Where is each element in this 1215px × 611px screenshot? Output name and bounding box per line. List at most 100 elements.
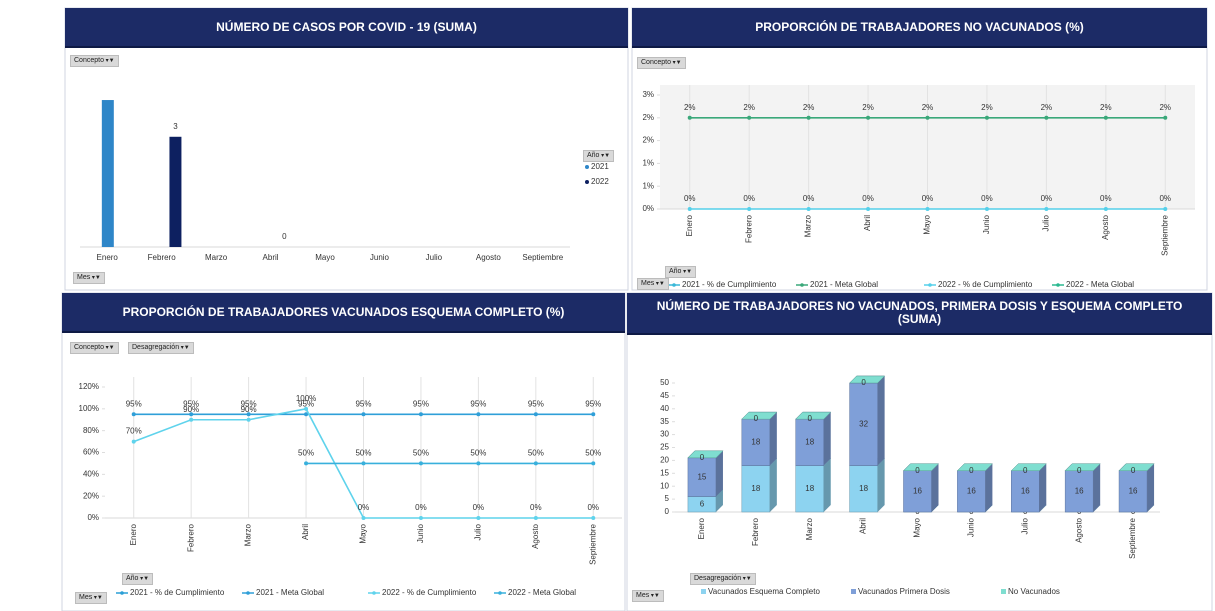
y-tick-label: 40: [660, 404, 669, 413]
data-label: 0%: [587, 503, 599, 512]
data-label: 18: [859, 484, 868, 493]
x-tick-label: Mayo: [315, 253, 335, 262]
y-tick-label: 3%: [642, 90, 654, 99]
filter-icon: ▾▼: [103, 345, 115, 351]
x-tick-label: Febrero: [744, 214, 753, 243]
point: [866, 207, 871, 211]
label: PROPORCIÓN DE TRABAJADORES VACUNADOS ESQ…: [122, 304, 565, 319]
label: Año: [669, 268, 682, 275]
data-label: 0: [282, 232, 287, 241]
data-label: 0: [700, 453, 705, 462]
point: [687, 207, 692, 211]
data-label: 50%: [413, 449, 429, 458]
legend-marker: [372, 591, 376, 595]
x-tick-label: Marzo: [244, 523, 253, 546]
data-label: 0%: [415, 503, 427, 512]
x-tick-label: Marzo: [805, 517, 814, 540]
panel: [626, 292, 1213, 611]
filter-button[interactable]: Concepto ▾▼: [70, 55, 119, 67]
legend-label: 2021 - Meta Global: [256, 588, 324, 597]
data-label: 0: [915, 466, 920, 475]
x-tick-label: Abril: [859, 518, 868, 534]
point: [476, 412, 481, 417]
data-label: 15: [697, 472, 706, 481]
bar-side: [823, 458, 831, 512]
legend-title[interactable]: Año ▾▼: [583, 150, 615, 162]
data-label: 0: [754, 414, 759, 423]
panel-header: NÚMERO DE TRABAJADORES NO VACUNADOS, PRI…: [627, 293, 1212, 335]
filter-button[interactable]: Mes ▾▼: [637, 278, 669, 290]
filter-button[interactable]: Mes ▾▼: [75, 592, 107, 604]
data-label: 2%: [1100, 103, 1112, 112]
filter-icon: ▾▼: [741, 576, 752, 582]
point: [806, 115, 811, 120]
y-tick-label: 40%: [83, 469, 99, 478]
legend-title[interactable]: Año ▾▼: [665, 266, 697, 278]
bar-top: [795, 411, 832, 420]
data-label: 18: [751, 484, 760, 493]
x-tick-label: Agosto: [531, 523, 540, 548]
x-tick-label: Abril: [863, 215, 872, 231]
point: [533, 412, 538, 417]
legend-label: 2022 - % de Cumplimiento: [938, 280, 1033, 289]
point: [361, 516, 366, 520]
x-tick-label: Abril: [263, 253, 279, 262]
legend-label: 2021 - % de Cumplimiento: [130, 588, 225, 597]
label: Mes: [641, 280, 655, 287]
bar-top: [741, 411, 778, 420]
y-tick-label: 100%: [79, 404, 99, 413]
point: [189, 417, 194, 422]
filter-button[interactable]: Concepto ▾▼: [70, 342, 119, 354]
legend-title[interactable]: Desagregación ▾▼: [690, 573, 756, 585]
point: [131, 439, 136, 444]
panel-header: NÚMERO DE CASOS POR COVID - 19 (SUMA): [65, 8, 628, 48]
filter-icon: ▾▼: [138, 576, 150, 582]
legend-label: 2022 - % de Cumplimiento: [382, 588, 477, 597]
bar-top: [687, 450, 724, 459]
point: [747, 115, 752, 120]
point: [1044, 207, 1049, 211]
bar-segment: [1118, 470, 1148, 513]
legend-marker: [672, 283, 676, 287]
filter-button[interactable]: Mes ▾▼: [632, 590, 664, 602]
data-label: 95%: [241, 399, 257, 408]
filter-button[interactable]: Concepto ▾▼: [637, 57, 686, 69]
x-tick-label: Julio: [1041, 214, 1050, 231]
label: Desagregación: [694, 575, 742, 582]
bar-side: [1093, 463, 1101, 512]
legend-title[interactable]: Año ▾▼: [122, 573, 154, 585]
legend-marker: [498, 591, 502, 595]
point: [1163, 207, 1168, 211]
bar-top: [848, 375, 886, 384]
filter-button[interactable]: Desagregación ▾▼: [128, 342, 194, 354]
filter-button[interactable]: Mes ▾▼: [73, 272, 105, 284]
x-tick-label: Febrero: [186, 523, 195, 552]
data-label: 0: [861, 378, 866, 387]
data-label: 0%: [922, 194, 934, 203]
y-tick-label: 35: [660, 417, 669, 426]
filter-icon: ▾▼: [654, 281, 665, 287]
y-tick-label: 0: [665, 507, 670, 516]
y-tick-label: 50: [660, 378, 669, 387]
x-tick-label: Julio: [1020, 517, 1029, 534]
data-label: 50%: [355, 449, 371, 458]
bar-side: [985, 463, 993, 512]
bar-side: [877, 376, 885, 466]
data-label: 0: [1131, 466, 1136, 475]
y-tick-label: 10: [660, 481, 669, 490]
bar-top: [1010, 463, 1047, 471]
legend-marker: [800, 283, 804, 287]
bar-top: [1064, 463, 1101, 471]
x-tick-label: Febrero: [148, 253, 177, 262]
point: [591, 412, 596, 417]
bar-segment: [795, 465, 824, 513]
point: [246, 417, 251, 422]
data-label: 0: [1023, 466, 1028, 475]
data-label: 95%: [298, 399, 314, 408]
data-label: 0%: [1100, 194, 1112, 203]
data-label: 18: [805, 437, 814, 446]
point: [304, 412, 309, 417]
data-label: 6: [700, 499, 705, 508]
x-tick-label: Julio: [426, 253, 443, 262]
